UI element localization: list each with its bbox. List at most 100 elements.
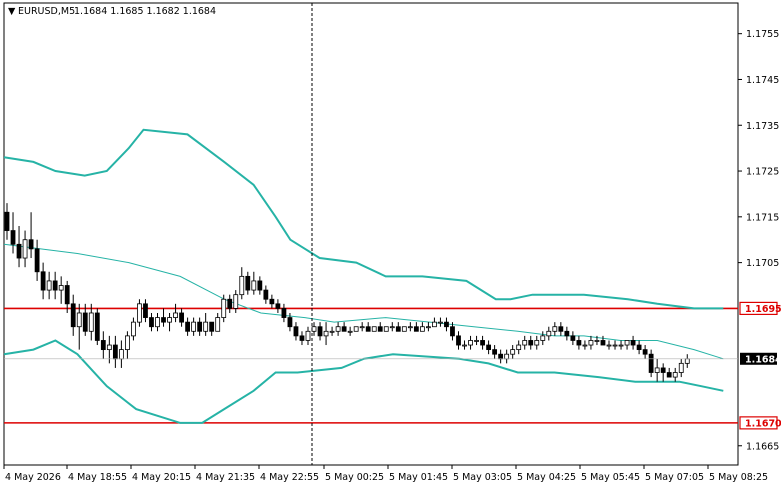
candle-body [582,344,588,347]
candle-body [552,326,558,332]
candle-body [462,344,467,347]
time-tick-label: 4 May 20:15 [132,472,191,483]
candle [666,367,672,378]
candle-body [131,321,136,337]
chart-frame [3,2,739,466]
candle [678,358,684,378]
candle [540,331,546,346]
time-tick-label: 4 May 18:55 [68,472,127,483]
candle-body [564,330,570,337]
candle-body [456,335,461,346]
candle [570,331,576,346]
candle-body [395,326,401,332]
candle [618,340,624,350]
candle [546,326,552,341]
candle-body [323,330,329,337]
candle-body [52,280,58,291]
candle-body [359,326,365,329]
candle-body [341,326,347,332]
current-price-tag-box [740,352,777,365]
candle-body [299,335,305,341]
candle [528,335,534,350]
candle-body [149,317,154,328]
candle-body [450,326,455,337]
level-tag-label: 1.1670 [745,418,781,429]
candle-body [88,312,94,332]
candle-body [642,349,648,355]
candle [100,331,106,359]
candle [510,345,516,359]
candle-body [233,294,239,309]
candle-body [678,362,684,373]
candle [335,322,341,336]
candle [486,340,492,355]
chart-menu-arrow-icon[interactable]: ▼ [8,6,16,17]
candle [413,322,419,332]
candle [468,335,473,350]
candle-body [16,243,22,259]
candle-body [100,340,106,351]
candle-body [528,340,534,346]
candle [672,367,678,382]
candle-body [558,326,564,332]
candle [432,317,437,328]
candle [365,322,371,332]
candle [419,322,425,332]
candle-body [58,285,64,291]
candle-body [432,321,437,328]
candle-body [612,344,618,347]
candle [606,340,612,350]
candle-body [504,353,510,360]
price-tick-label: 1.1705 [746,258,779,269]
candle-body [215,317,221,332]
candle-body [510,349,516,355]
time-tick-label: 5 May 03:05 [453,472,512,483]
candle [137,299,142,327]
candle [251,271,257,295]
candle [125,331,130,359]
candle-body [522,340,528,346]
band-upper [3,128,724,310]
time-tick-label: 5 May 05:45 [581,472,640,483]
candle-body [4,211,10,231]
candle [203,312,209,336]
candle-body [371,326,377,332]
price-tick-label: 1.1735 [746,121,779,132]
candle [588,335,594,350]
candle-body [498,353,504,360]
candle [143,299,148,323]
candle [305,326,311,346]
candle-body [82,312,88,332]
candle [377,322,383,332]
candle [287,312,293,332]
candle [492,345,498,359]
candle-body [365,326,371,332]
candles [4,203,690,382]
level-tag-box [739,301,778,316]
candle [654,358,660,382]
candle [576,335,582,350]
candle [323,322,329,346]
candle [612,340,618,350]
candle-body [606,344,612,347]
candle-body [624,340,630,346]
candle [395,322,401,332]
candle [245,271,251,295]
candle [191,317,197,336]
candle-body [191,321,197,332]
candle-body [137,303,142,323]
candle-body [419,326,425,332]
candle [383,326,389,332]
price-axis[interactable]: 1.1755 1.1745 1.1735 1.1725 1.1715 1.1705 1.16… [738,29,779,452]
candle-body [630,340,636,346]
candle [269,294,275,309]
candle [353,326,359,332]
candle-body [353,326,359,332]
time-axis[interactable]: 4 May 2026 4 May 18:55 4 May 20:15 4 May 21… [3,465,768,483]
candle [263,285,269,304]
candle-body [534,340,540,346]
candle-body [600,340,606,346]
candle [450,322,455,341]
price-tick-label: 1.1725 [746,167,779,178]
